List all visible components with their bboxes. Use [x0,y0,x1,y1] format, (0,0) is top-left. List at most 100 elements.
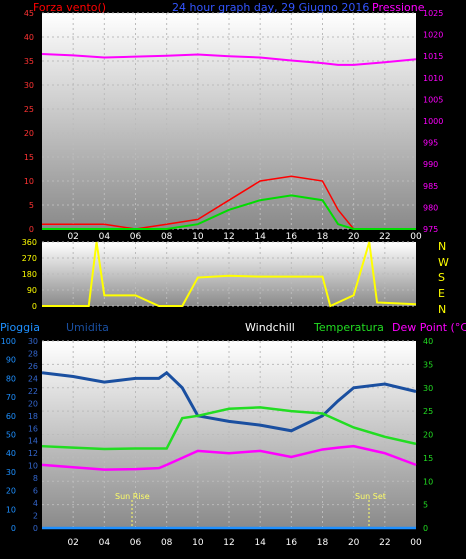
y-humidity-tick-label: 2 [33,512,38,521]
y-left-tick-label: 0 [29,225,34,234]
sunrise-label: Sun Rise [115,492,150,501]
y-rain-tick-label: 40 [6,449,16,458]
chart-title: 24 hour graph day, 29 Giugno 2016 [172,1,369,14]
x-tick-label: 16 [286,538,298,548]
humidity-line [41,370,417,433]
y-humidity-tick-label: 30 [28,337,38,346]
x-tick-label: 10 [192,538,204,548]
x-tick-label: 14 [254,538,266,548]
x-tick-label: 18 [317,538,329,548]
dir-label-s: S [438,271,445,284]
x-tick-label: 20 [348,538,360,548]
y-rain-tick-label: 0 [11,524,16,533]
x-tick-label: 16 [286,232,298,242]
y-right-tick-label: 990 [423,160,438,169]
label-umidita: Umidita [66,321,109,334]
x-tick-label: 00 [410,232,422,242]
gust-line [42,194,416,230]
x-tick-label: 22 [379,538,390,548]
y-left-tick-label: 45 [24,9,34,18]
y-humidity-tick-label: 8 [33,474,38,483]
dir-label-e: E [438,287,445,300]
dewpoint-line [41,444,417,471]
wind-direction-panel: 0 90 180 270 360 N W S E N [22,238,449,316]
y-rain-tick-label: 20 [6,487,16,496]
y-humidity-tick-label: 16 [28,424,38,433]
y-right-tick-label: 30 [423,384,433,393]
x-tick-label: 12 [223,232,234,242]
y-right-tick-label: 1025 [423,9,443,18]
y-humidity-tick-label: 6 [33,487,38,496]
y-right-tick-label: 40 [423,337,433,346]
y-right-tick-label: 1020 [423,31,443,40]
y-rain-tick-label: 60 [6,412,16,421]
temperature-line [41,406,417,451]
x-axis-bottom: 02 04 06 08 10 12 14 16 18 20 22 00 [67,538,422,548]
y-humidity-tick-label: 20 [28,399,38,408]
y-right-tick-label: 1005 [423,95,443,104]
y-right-tick-label: 1010 [423,74,443,83]
wind-pressure-panel: 0510152025303540459759809859909951000100… [24,9,444,234]
y-right-tick-label: 1015 [423,52,443,61]
y-right-tick-label: 10 [423,477,433,486]
x-tick-label: 04 [99,232,111,242]
y-right-tick-label: 985 [423,182,438,191]
header-right-label: Pressione [372,1,425,14]
x-tick-label: 00 [410,538,422,548]
pressure-line [41,53,417,66]
x-axis-top: 02 04 06 08 10 12 14 16 18 20 22 00 [67,232,422,242]
y-left-tick-label: 40 [24,33,34,42]
y-rain-tick-label: 90 [6,356,16,365]
dir-label-n2: N [438,303,446,316]
y-left-tick-label: 25 [24,105,34,114]
wind-line [42,175,416,230]
x-tick-label: 08 [161,538,173,548]
x-tick-label: 06 [130,232,142,242]
y-right-tick-label: 1000 [423,117,443,126]
x-tick-label: 12 [223,538,234,548]
y-right-tick-label: 0 [423,524,428,533]
y-right-tick-label: 5 [423,501,428,510]
y-humidity-tick-label: 28 [28,349,38,358]
y-left-tick-label: 35 [24,57,34,66]
y-dir-tick-label: 90 [27,286,37,295]
y-rain-tick-label: 80 [6,374,16,383]
label-windchill: Windchill [245,321,295,334]
y-humidity-tick-label: 24 [28,374,38,383]
x-tick-label: 20 [348,232,360,242]
dir-label-w: W [438,256,449,269]
y-humidity-tick-label: 0 [33,524,38,533]
y-right-tick-label: 975 [423,225,438,234]
x-tick-label: 10 [192,232,204,242]
sunset-label: Sun Set [355,492,386,501]
y-humidity-tick-label: 4 [33,499,38,508]
y-right-tick-label: 25 [423,407,433,416]
x-tick-label: 18 [317,232,329,242]
label-pioggia: Pioggia [0,321,40,334]
y-dir-tick-label: 270 [22,254,37,263]
y-dir-tick-label: 360 [22,238,37,247]
x-tick-label: 14 [254,232,266,242]
panel1-bg [42,13,416,229]
y-left-tick-label: 15 [24,153,34,162]
y-dir-tick-label: 0 [32,302,37,311]
y-humidity-tick-label: 26 [28,362,38,371]
y-dir-tick-label: 180 [22,270,37,279]
temp-humidity-panel: 0 5 10 15 20 25 30 35 40 0 10 20 30 40 50 60 70 80 90 100 0 2… [1,337,433,533]
x-tick-label: 06 [130,538,142,548]
y-rain-tick-label: 10 [6,505,16,514]
y-rain-tick-label: 100 [1,337,16,346]
x-tick-label: 22 [379,232,390,242]
y-left-tick-label: 5 [29,201,34,210]
label-temperatura: Temperatura [313,321,384,334]
y-right-tick-label: 980 [423,203,438,212]
dir-label-n1: N [438,240,446,253]
y-left-tick-label: 20 [24,129,34,138]
y-right-tick-label: 20 [423,431,433,440]
y-humidity-tick-label: 18 [28,412,38,421]
y-humidity-tick-label: 14 [28,437,38,446]
y-right-tick-label: 995 [423,139,438,148]
y-rain-tick-label: 30 [6,468,16,477]
x-tick-label: 04 [99,538,111,548]
